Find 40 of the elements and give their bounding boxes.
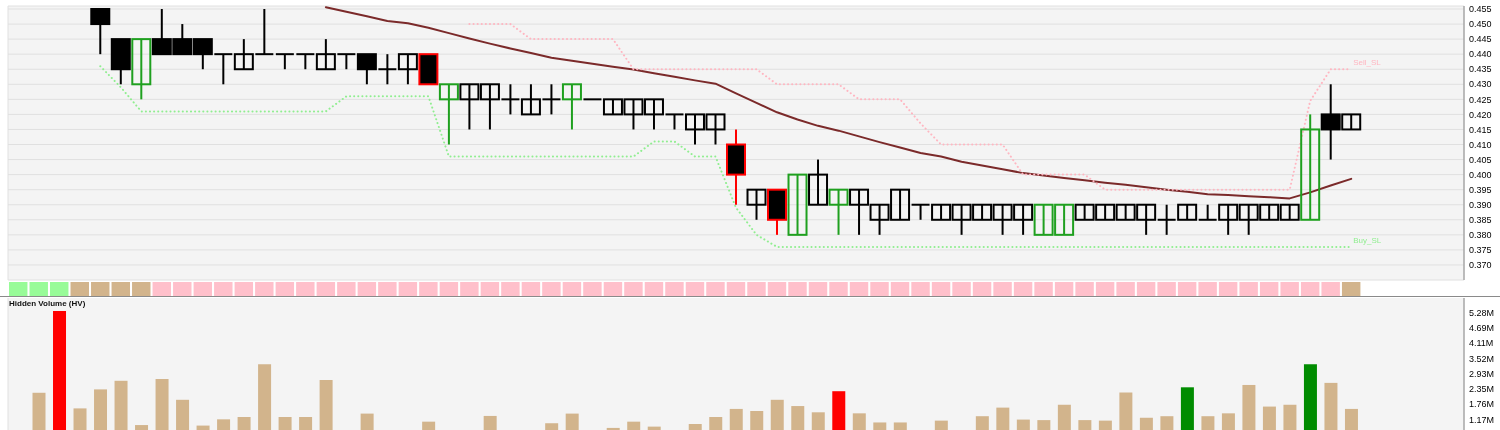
y-tick-label: 0.380: [1469, 230, 1492, 241]
y-tick-label: 4.69M: [1469, 323, 1495, 334]
y-tick-label: 0.395: [1469, 184, 1492, 195]
y-tick-label: 2.93M: [1469, 368, 1495, 379]
y-tick-label: 5.28M: [1469, 307, 1495, 318]
candlestick: [561, 83, 582, 131]
y-tick-label: 0.445: [1469, 34, 1492, 45]
y-tick-label: 0.385: [1469, 214, 1492, 225]
y-tick-label: 0.455: [1469, 4, 1492, 15]
chart-title: Hidden Volume (HV): [9, 299, 86, 308]
y-tick-label: 0.390: [1469, 199, 1492, 210]
y-tick-label: 0.375: [1469, 245, 1492, 256]
line-series: [324, 6, 1353, 200]
y-tick-label: 0.420: [1469, 109, 1492, 120]
y-tick-label: 0.430: [1469, 79, 1492, 90]
candlestick: [787, 173, 808, 236]
candlestick: [828, 188, 849, 236]
line-series: [99, 65, 1353, 248]
y-tick-label: 0.410: [1469, 139, 1492, 150]
candlestick: [438, 83, 459, 146]
candlestick: [90, 8, 111, 56]
y-tick-label: 0.370: [1469, 260, 1492, 271]
y-tick-label: 0.425: [1469, 94, 1492, 105]
candlestick: [295, 53, 316, 71]
y-tick-label: 0.435: [1469, 64, 1492, 75]
y-tick-label: 0.400: [1469, 169, 1492, 180]
y-tick-label: 0.415: [1469, 124, 1492, 135]
y-tick-label: 1.76M: [1469, 399, 1495, 410]
y-tick-label: 0.440: [1469, 49, 1492, 60]
candlestick: [808, 158, 829, 206]
y-tick-label: 4.11M: [1469, 338, 1494, 349]
candlestick: [1300, 113, 1321, 221]
series-label: Buy_SL: [1353, 235, 1382, 245]
y-tick-label: 3.52M: [1469, 353, 1495, 364]
candlestick: [131, 38, 152, 101]
y-tick-label: 0.405: [1469, 154, 1492, 165]
candlestick: [274, 53, 295, 71]
y-tick-label: 2.35M: [1469, 384, 1495, 395]
y-tick-label: 0.450: [1469, 19, 1492, 30]
y-tick-label: 1.17M: [1469, 414, 1495, 425]
